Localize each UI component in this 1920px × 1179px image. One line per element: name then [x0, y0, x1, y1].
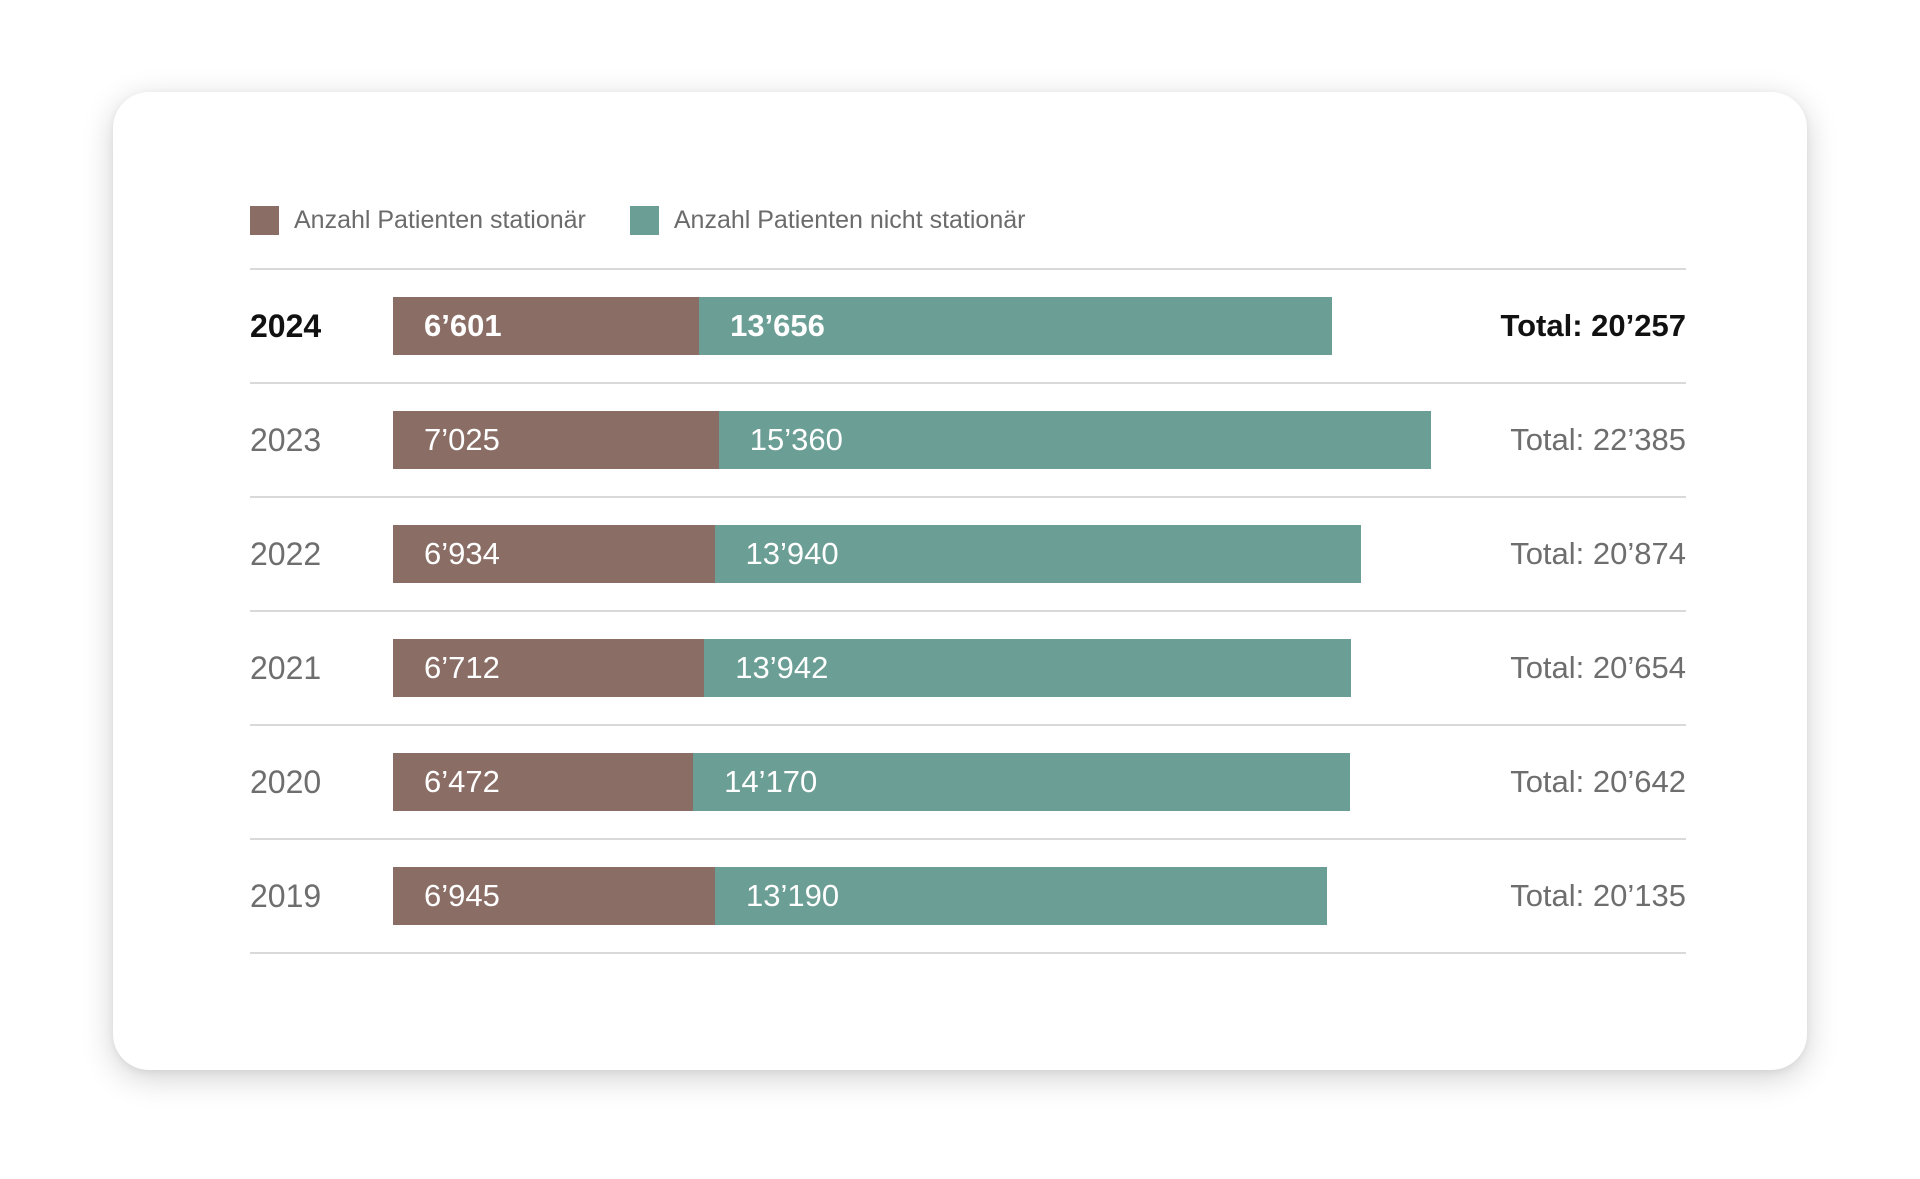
chart-row-2024: 2024 6’601 13’656 Total: 20’257 — [250, 270, 1686, 384]
chart-rows: 2024 6’601 13’656 Total: 20’257 2023 7’025 15’… — [250, 268, 1686, 954]
stacked-bar: 6’945 13’190 — [393, 867, 1327, 925]
legend-label-nicht-stationaer: Anzahl Patienten nicht stationär — [673, 205, 1026, 234]
bar-segment-stationaer: 6’934 — [393, 525, 715, 583]
bar-segment-stationaer: 7’025 — [393, 411, 719, 469]
bar-segment-nicht-stationaer: 13’942 — [704, 639, 1351, 697]
total-label: Total: 20’874 — [1510, 536, 1686, 571]
stacked-bar: 6’712 13’942 — [393, 639, 1351, 697]
stacked-bar: 6’472 14’170 — [393, 753, 1351, 811]
bar-segment-nicht-stationaer: 13’656 — [699, 297, 1333, 355]
chart-row-2022: 2022 6’934 13’940 Total: 20’874 — [250, 498, 1686, 612]
chart-row-2021: 2021 6’712 13’942 Total: 20’654 — [250, 612, 1686, 726]
year-label: 2022 — [250, 536, 322, 572]
chart-row-2020: 2020 6’472 14’170 Total: 20’642 — [250, 726, 1686, 840]
legend-label-stationaer: Anzahl Patienten stationär — [294, 205, 586, 234]
bar-segment-nicht-stationaer: 13’190 — [715, 867, 1327, 925]
stacked-bar: 6’934 13’940 — [393, 525, 1361, 583]
year-label: 2023 — [250, 422, 322, 458]
legend-swatch-stationaer — [250, 205, 279, 235]
bar-segment-stationaer: 6’945 — [393, 867, 716, 925]
bar-segment-nicht-stationaer: 15’360 — [718, 411, 1431, 469]
year-label: 2020 — [250, 764, 322, 800]
legend-item-nicht-stationaer: Anzahl Patienten nicht stationär — [629, 205, 1026, 235]
bar-segment-stationaer: 6’601 — [393, 297, 700, 355]
total-label: Total: 20’642 — [1510, 764, 1686, 799]
stacked-bar: 6’601 13’656 — [393, 297, 1333, 355]
bar-segment-nicht-stationaer: 14’170 — [693, 753, 1351, 811]
bar-segment-nicht-stationaer: 13’940 — [714, 525, 1361, 583]
bar-segment-stationaer: 6’712 — [393, 639, 705, 697]
chart-row-2023: 2023 7’025 15’360 Total: 22’385 — [250, 384, 1686, 498]
chart-row-2019: 2019 6’945 13’190 Total: 20’135 — [250, 840, 1686, 954]
total-label: Total: 20’257 — [1500, 308, 1686, 343]
year-label: 2021 — [250, 650, 322, 686]
stacked-bar: 7’025 15’360 — [393, 411, 1431, 469]
year-label: 2019 — [250, 878, 322, 914]
year-label: 2024 — [250, 308, 322, 344]
total-label: Total: 22’385 — [1510, 422, 1686, 457]
legend: Anzahl Patienten stationär Anzahl Patien… — [250, 204, 1069, 236]
total-label: Total: 20’135 — [1510, 878, 1686, 913]
bar-segment-stationaer: 6’472 — [393, 753, 694, 811]
legend-item-stationaer: Anzahl Patienten stationär — [250, 205, 586, 235]
legend-swatch-nicht-stationaer — [629, 205, 659, 235]
total-label: Total: 20’654 — [1510, 650, 1686, 685]
